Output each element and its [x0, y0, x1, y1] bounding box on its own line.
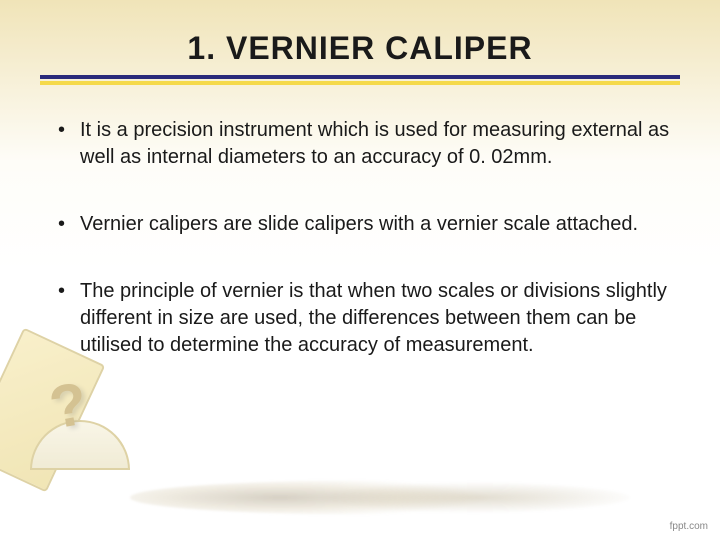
question-mark-icon: ? — [44, 368, 92, 442]
bullet-item: Vernier calipers are slide calipers with… — [50, 211, 670, 238]
slide-title: 1. VERNIER CALIPER — [40, 30, 680, 67]
slide-container: 1. VERNIER CALIPER It is a precision ins… — [0, 0, 720, 540]
bullet-item: The principle of vernier is that when tw… — [50, 278, 670, 359]
decoration-bottom-stroke — [130, 480, 630, 515]
brush-stroke-icon — [130, 480, 630, 515]
bullet-item: It is a precision instrument which is us… — [50, 117, 670, 171]
protractor-icon — [30, 420, 130, 470]
watermark-text: fppt.com — [670, 521, 708, 532]
title-underline-yellow — [40, 81, 680, 85]
title-underline-blue — [40, 75, 680, 79]
bullet-list: It is a precision instrument which is us… — [40, 117, 680, 359]
decoration-left: ? — [0, 340, 140, 520]
